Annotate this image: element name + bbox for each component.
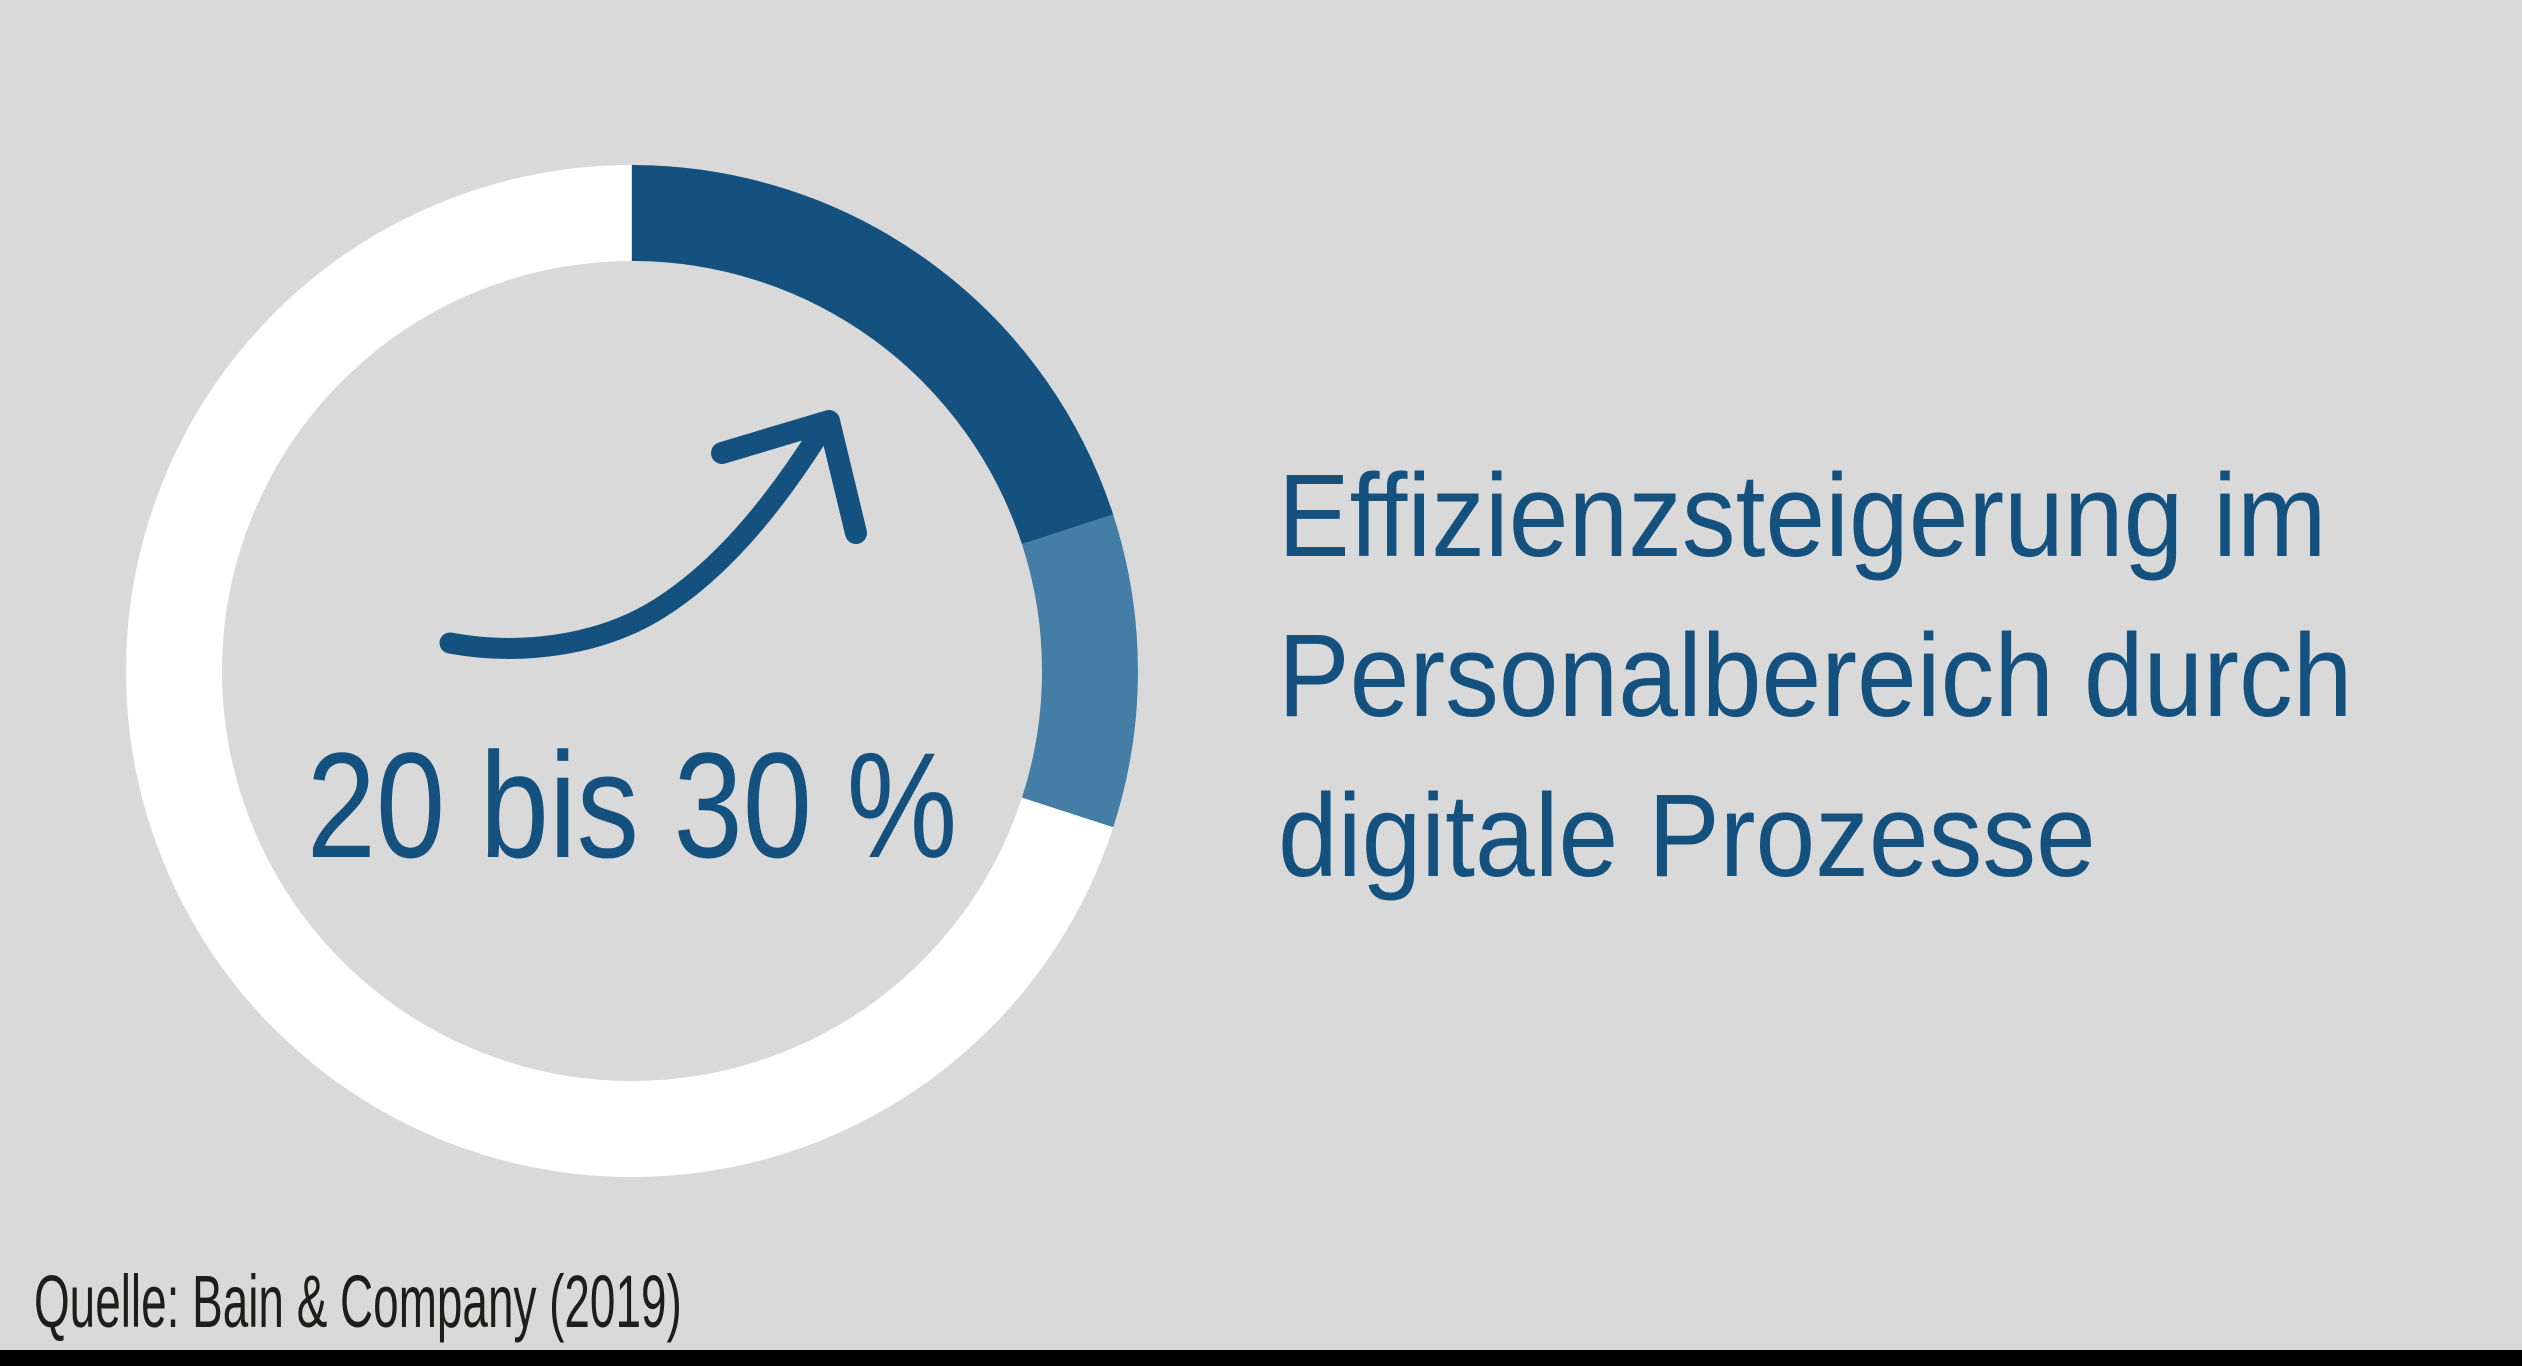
bottom-bar (0, 1350, 2522, 1366)
headline: Effizienzsteigerung im Personalbereich d… (1278, 436, 2352, 916)
donut-center-label: 20 bis 30 % (306, 721, 958, 889)
headline-line-3: digitale Prozesse (1278, 770, 2096, 902)
headline-line-2: Personalbereich durch (1278, 610, 2353, 742)
donut-segment-primary (126, 165, 1138, 1177)
trend-arrow-head (711, 410, 867, 544)
headline-line-1: Effizienzsteigerung im (1278, 450, 2327, 582)
source-caption: Quelle: Bain & Company (2019) (34, 1260, 682, 1343)
trend-arrow-shaft (439, 421, 831, 659)
donut-segment-secondary (126, 165, 1138, 1177)
upward-trend-arrow-icon (439, 410, 867, 659)
